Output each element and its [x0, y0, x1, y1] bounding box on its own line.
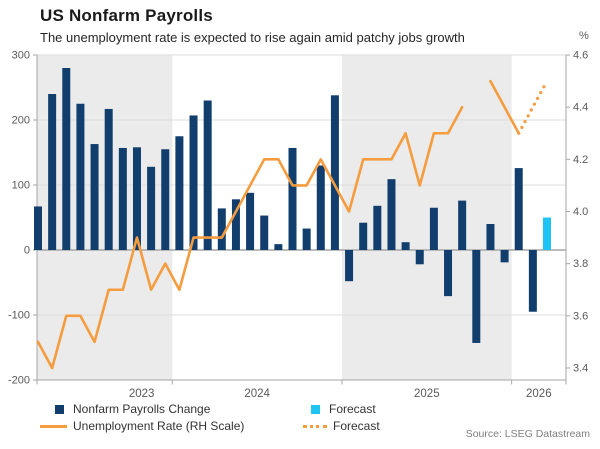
- svg-text:0: 0: [24, 245, 30, 257]
- svg-text:2023: 2023: [129, 388, 155, 400]
- svg-text:2026: 2026: [526, 388, 552, 400]
- legend-item-forecast-line: Forecast: [303, 419, 380, 433]
- svg-text:4.0: 4.0: [573, 206, 588, 218]
- legend-label: Forecast: [329, 402, 376, 416]
- svg-text:2025: 2025: [414, 388, 440, 400]
- legend-label: Unemployment Rate (RH Scale): [73, 419, 245, 433]
- svg-text:3.8: 3.8: [573, 258, 588, 270]
- svg-text:-200: -200: [8, 375, 30, 387]
- unemployment-line-swatch: [40, 424, 67, 428]
- svg-text:-100: -100: [8, 310, 30, 322]
- nonfarm-swatch: [55, 404, 64, 414]
- legend-label: Nonfarm Payrolls Change: [73, 402, 211, 416]
- svg-text:4.2: 4.2: [573, 154, 588, 166]
- page-title: US Nonfarm Payrolls: [40, 6, 213, 25]
- svg-text:300: 300: [12, 50, 30, 62]
- legend-item-unemployment: Unemployment Rate (RH Scale): [40, 419, 244, 433]
- forecast-bar-swatch: [311, 404, 320, 414]
- svg-text:200: 200: [12, 115, 30, 127]
- source-attribution: Source: LSEG Datastream: [465, 428, 590, 440]
- svg-text:4.6: 4.6: [573, 50, 588, 62]
- page-subtitle: The unemployment rate is expected to ris…: [40, 30, 465, 45]
- legend: Nonfarm Payrolls Change Forecast Unemplo…: [0, 399, 600, 435]
- forecast-line-swatch: [303, 424, 327, 428]
- svg-text:3.6: 3.6: [573, 310, 588, 322]
- legend-item-forecast-bar: Forecast: [311, 402, 376, 416]
- svg-text:2024: 2024: [244, 388, 270, 400]
- svg-text:3.4: 3.4: [573, 363, 588, 375]
- right-axis-unit-label: %: [579, 30, 589, 42]
- legend-item-nonfarm: Nonfarm Payrolls Change: [55, 402, 210, 416]
- legend-label: Forecast: [333, 419, 380, 433]
- svg-text:4.4: 4.4: [573, 102, 588, 114]
- svg-text:100: 100: [12, 180, 30, 192]
